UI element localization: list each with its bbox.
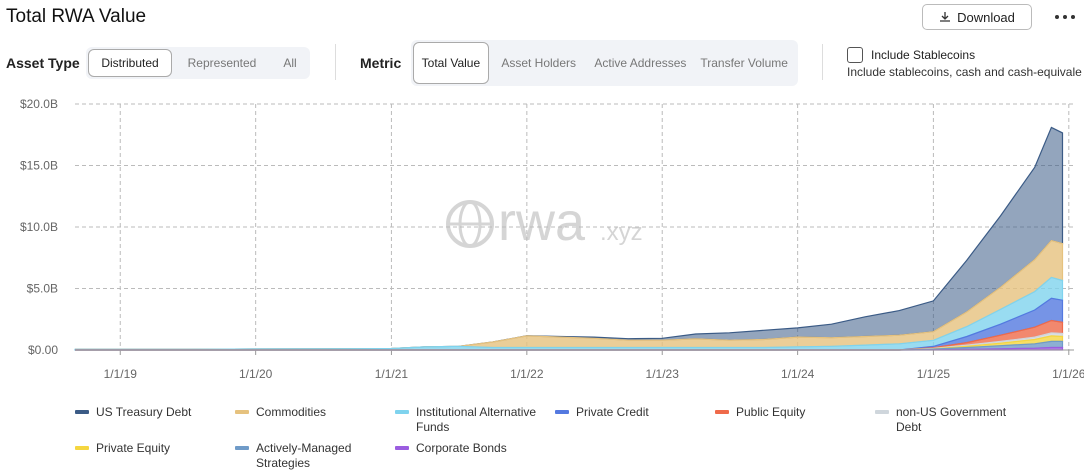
y-tick-label: $0.00 — [28, 343, 58, 357]
legend-swatch — [235, 446, 249, 450]
x-tick-label: 1/1/26 — [1052, 367, 1084, 381]
download-label: Download — [957, 9, 1015, 25]
stablecoins-description: Include stablecoins, cash and cash-equiv… — [847, 65, 1082, 79]
legend-swatch — [395, 446, 409, 450]
option[interactable]: Represented — [187, 56, 257, 70]
option[interactable]: Total Value — [413, 42, 489, 84]
download-button[interactable]: Download — [922, 4, 1032, 30]
legend-swatch — [75, 446, 89, 450]
stablecoins-checkbox[interactable] — [847, 47, 863, 63]
x-tick-label: 1/1/25 — [917, 367, 951, 381]
legend: US Treasury Debt Commodities Institutional… — [0, 400, 1084, 471]
option[interactable]: All — [283, 56, 297, 70]
x-tick-label: 1/1/19 — [104, 367, 138, 381]
legend-label: US Treasury Debt — [96, 405, 192, 419]
page-title: Total RWA Value — [6, 6, 147, 27]
legend-swatch — [395, 410, 409, 414]
more-menu[interactable] — [1052, 10, 1078, 24]
chart: rwa .xyz $0.00 $5.0B $10.0B $15.0B $20.0B 1/1/1… — [20, 97, 1084, 381]
y-tick-label: $5.0B — [27, 282, 58, 296]
y-tick-label: $10.0B — [20, 220, 58, 234]
legend-swatch — [75, 410, 89, 414]
option[interactable]: Distributed — [88, 49, 172, 77]
download-icon — [940, 12, 951, 22]
legend-label: Private Equity — [96, 441, 171, 455]
legend-label: Public Equity — [736, 405, 806, 419]
watermark: rwa .xyz — [446, 192, 643, 252]
watermark-text: rwa — [498, 192, 586, 252]
watermark-suffix: .xyz — [600, 219, 643, 246]
divider — [335, 44, 336, 80]
watermark-globe — [446, 200, 494, 248]
y-tick-label: $15.0B — [20, 159, 58, 173]
legend-label: Corporate Bonds — [416, 441, 507, 455]
x-tick-label: 1/1/21 — [375, 367, 409, 381]
metric-selector: Total Value Asset Holders Active Addresses… — [411, 40, 798, 86]
watermark-globe — [458, 200, 482, 248]
legend-label: non-US Government Debt — [896, 405, 1007, 434]
legend-label: Actively-Managed Strategies — [256, 441, 352, 470]
option[interactable]: Active Addresses — [594, 56, 687, 70]
legend-swatch — [555, 410, 569, 414]
option[interactable]: Transfer Volume — [700, 56, 788, 70]
x-tick-label: 1/1/24 — [781, 367, 815, 381]
y-tick-label: $20.0B — [20, 97, 58, 111]
stablecoins-label: Include Stablecoins — [871, 48, 976, 62]
metric-label: Metric — [360, 55, 402, 71]
asset-type-selector: Distributed Represented All — [86, 47, 310, 79]
option[interactable]: Asset Holders — [501, 56, 577, 70]
x-tick-label: 1/1/22 — [510, 367, 544, 381]
asset-type-label: Asset Type — [6, 55, 80, 71]
area — [75, 239, 1064, 350]
legend-label: Institutional Alternative Funds — [416, 405, 537, 434]
legend-swatch — [715, 410, 729, 414]
x-tick-label: 1/1/20 — [239, 367, 273, 381]
legend-label: Private Credit — [576, 405, 649, 419]
legend-label: Commodities — [256, 405, 327, 419]
divider — [822, 44, 823, 80]
legend-swatch — [235, 410, 249, 414]
legend-swatch — [875, 410, 889, 414]
x-tick-label: 1/1/23 — [646, 367, 680, 381]
